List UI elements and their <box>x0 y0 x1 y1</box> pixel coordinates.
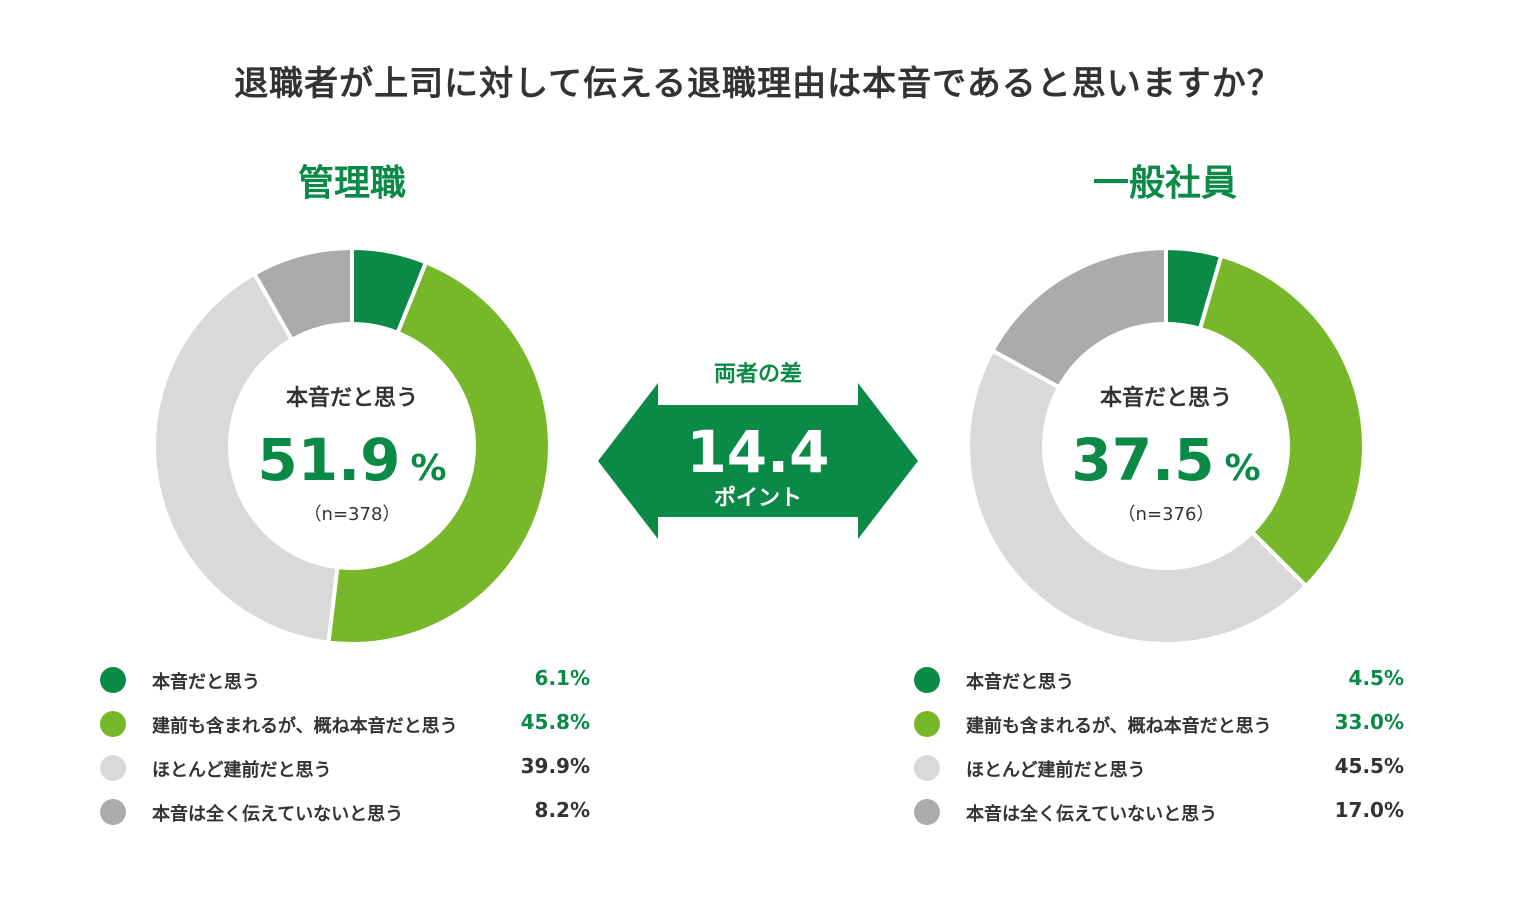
legend-label: 本音は全く伝えていないと思う <box>152 804 404 825</box>
legend-dot-not-honne <box>914 799 940 825</box>
center-summary-employees: 本音だと思う 37.5% （n=376） <box>1036 380 1296 526</box>
legend-item: 本音だと思う 6.1% <box>100 662 590 706</box>
legend-item: 本音だと思う 4.5% <box>914 662 1404 706</box>
center-label: 本音だと思う <box>1099 386 1232 411</box>
slice-mostly-tatemae <box>966 347 1309 646</box>
legend-value: 39.9% <box>520 754 590 778</box>
legend-label: 建前も含まれるが、概ね本音だと思う <box>966 716 1272 737</box>
legend-dot-not-honne <box>100 799 126 825</box>
legend-dot-mostly-tatemae <box>100 755 126 781</box>
legend-dot-honne <box>100 667 126 693</box>
legend-item: ほとんど建前だと思う 45.5% <box>914 750 1404 794</box>
slice-not-honne <box>989 246 1168 390</box>
legend-value: 6.1% <box>534 666 590 690</box>
sample-size: （n=378） <box>303 504 401 525</box>
legend-item: 本音は全く伝えていないと思う 17.0% <box>914 794 1404 838</box>
chart-title-managers: 管理職 <box>297 163 406 204</box>
legend-value: 8.2% <box>534 798 590 822</box>
legend-value: 45.5% <box>1334 754 1404 778</box>
center-value: 37.5% <box>1036 426 1296 494</box>
donut-chart-employees <box>966 246 1366 646</box>
slice-not-honne <box>251 246 354 343</box>
difference-value: 14.4 <box>686 418 830 486</box>
center-value: 51.9% <box>222 426 482 494</box>
legend-value: 4.5% <box>1348 666 1404 690</box>
difference-label: 両者の差 <box>713 362 802 387</box>
slice-mostly-tatemae <box>152 270 340 645</box>
legend-employees: 本音だと思う 4.5% 建前も含まれるが、概ね本音だと思う 33.0% ほとんど建前だと… <box>914 662 1404 838</box>
center-number: 51.9 <box>257 426 401 494</box>
page-title: 退職者が上司に対して伝える退職理由は本音であると思いますか？ <box>234 64 1282 104</box>
legend-item: 本音は全く伝えていないと思う 8.2% <box>100 794 590 838</box>
legend-dot-mostly-honne <box>914 711 940 737</box>
difference-unit: ポイント <box>713 486 802 511</box>
legend-value: 45.8% <box>520 710 590 734</box>
legend-item: 建前も含まれるが、概ね本音だと思う 45.8% <box>100 706 590 750</box>
legend-managers: 本音だと思う 6.1% 建前も含まれるが、概ね本音だと思う 45.8% ほとんど建前だと… <box>100 662 590 838</box>
legend-value: 33.0% <box>1334 710 1404 734</box>
donut-chart-managers <box>152 246 552 646</box>
legend-label: 本音だと思う <box>152 672 260 693</box>
legend-dot-honne <box>914 667 940 693</box>
legend-item: 建前も含まれるが、概ね本音だと思う 33.0% <box>914 706 1404 750</box>
sample-size: （n=376） <box>1117 504 1215 525</box>
slice-mostly-honne <box>326 259 552 646</box>
legend-value: 17.0% <box>1334 798 1404 822</box>
center-label: 本音だと思う <box>285 386 418 411</box>
legend-label: ほとんど建前だと思う <box>966 760 1146 781</box>
center-unit: % <box>410 448 447 489</box>
legend-item: ほとんど建前だと思う 39.9% <box>100 750 590 794</box>
legend-label: 建前も含まれるが、概ね本音だと思う <box>152 716 458 737</box>
legend-label: ほとんど建前だと思う <box>152 760 332 781</box>
center-number: 37.5 <box>1071 426 1215 494</box>
center-summary-managers: 本音だと思う 51.9% （n=378） <box>222 380 482 526</box>
center-unit: % <box>1224 448 1261 489</box>
chart-title-employees: 一般社員 <box>1092 163 1237 204</box>
legend-dot-mostly-tatemae <box>914 755 940 781</box>
legend-label: 本音だと思う <box>966 672 1074 693</box>
legend-dot-mostly-honne <box>100 711 126 737</box>
slice-mostly-honne <box>1197 253 1366 589</box>
legend-label: 本音は全く伝えていないと思う <box>966 804 1218 825</box>
double-arrow-icon <box>598 383 918 539</box>
